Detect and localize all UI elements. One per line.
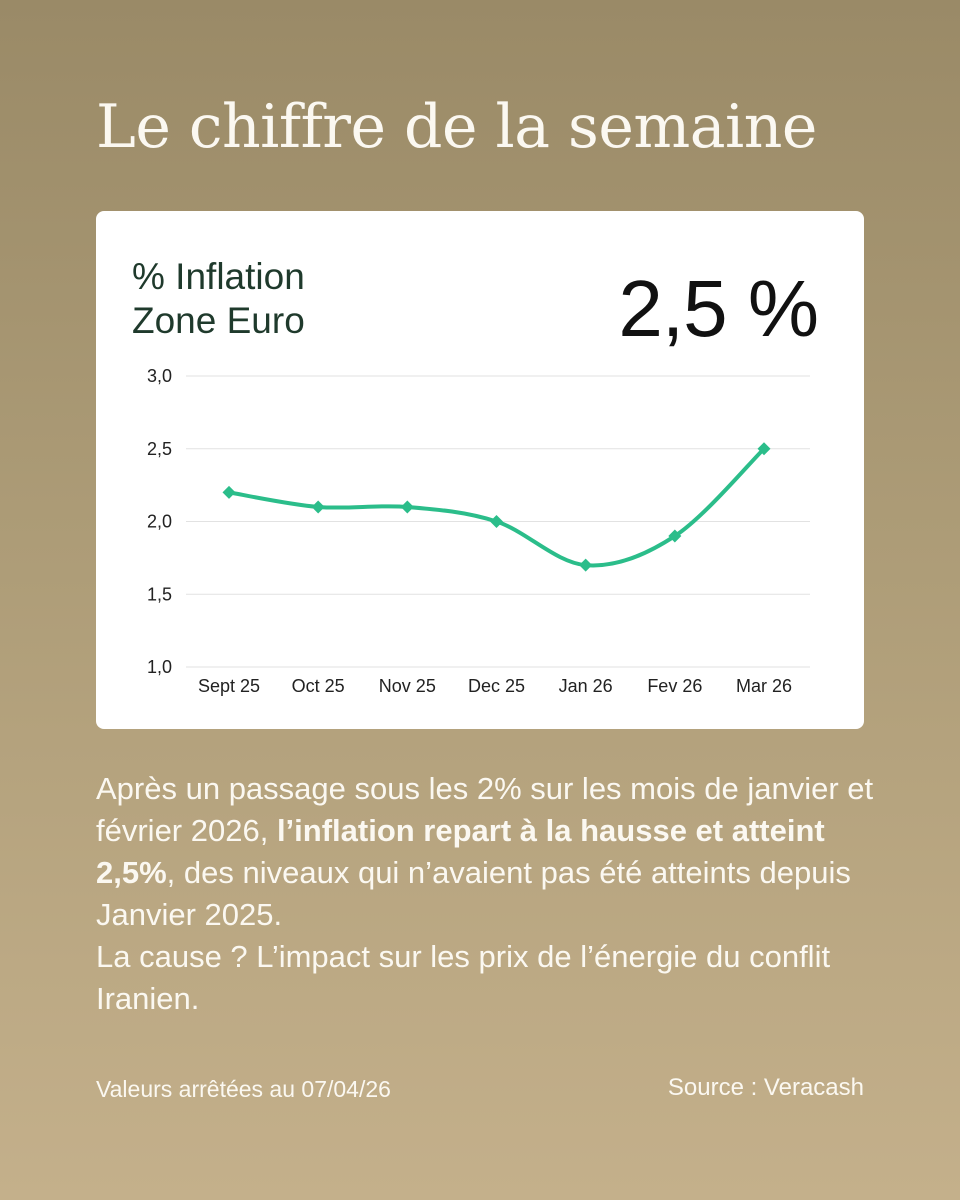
data-point-marker [668,529,682,543]
values-date-note: Valeurs arrêtées au 07/04/26 [96,1076,391,1102]
body-paragraph: Après un passage sous les 2% sur les moi… [96,768,876,1020]
data-point-marker [222,485,236,499]
data-point-marker [311,500,325,514]
y-tick-label: 2,0 [147,512,172,532]
x-tick-label: Dec 25 [468,676,525,696]
y-tick-label: 1,0 [147,657,172,677]
body-text-bold: l’inflation repart à la hausse et attein… [96,813,825,890]
data-point-marker [490,515,503,528]
body-text-part-3: La cause ? L’impact sur les prix de l’én… [96,939,831,1016]
y-tick-label: 2,5 [147,439,172,459]
x-tick-label: Sept 25 [198,676,260,696]
inflation-line-chart: 1,0 1,5 2,0 2,5 3,0 Sept 25 Oct 25 Nov 25 Dec 25… [147,366,810,696]
x-tick-label: Oct 25 [292,676,345,696]
y-tick-label: 1,5 [147,584,172,604]
x-tick-label: Jan 26 [559,676,613,696]
source-note: Source : Veracash [667,1074,864,1101]
headline-value: 2,5 % [618,264,819,353]
data-point-marker [400,500,414,514]
page-title: Le chiffre de la semaine [96,92,817,162]
body-text-part-1: Après un passage sous les 2% sur les moi… [96,771,874,848]
chart-card: % Inflation Zone Euro 2,5 % 1,0 1,5 2,0 2,5… [96,211,864,729]
inflation-series-line [227,446,766,568]
chart-title-line-1: % Inflation [132,256,305,297]
body-text-part-2: , des niveaux qui n’avaient pas été atte… [96,855,851,932]
y-tick-label: 3,0 [147,366,172,386]
chart-title-line-2: Zone Euro [132,300,305,341]
chart-title: % Inflation Zone Euro [132,255,305,343]
x-tick-label: Mar 26 [736,676,792,696]
x-tick-label: Nov 25 [379,676,436,696]
data-point-marker [757,442,771,456]
data-point-marker [579,558,593,572]
x-tick-label: Fev 26 [647,676,702,696]
